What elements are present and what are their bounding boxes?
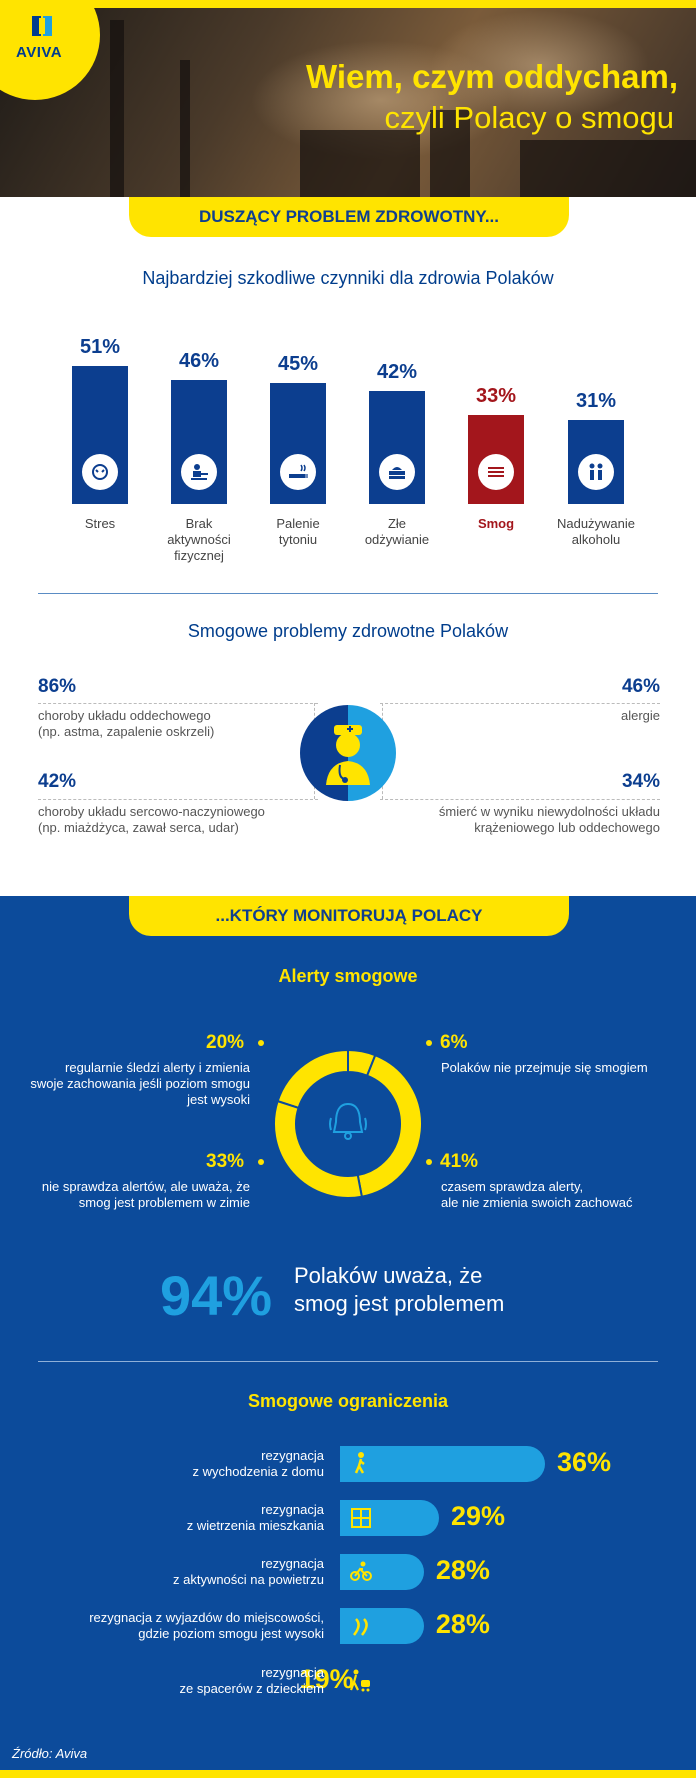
health-value: 86% [38, 676, 77, 697]
top-accent-bar [0, 0, 696, 8]
big-stat-label: Polaków uważa, że smog jest problemem [294, 1263, 505, 1316]
road-trip-icon [348, 1613, 374, 1639]
bar-category-label: Brak aktywności fizycznej [167, 516, 231, 563]
restriction-value: 29% [451, 1501, 506, 1531]
doctor-icon [300, 705, 396, 801]
smoke-cloud [430, 10, 650, 120]
desk-sitting-icon [181, 454, 217, 490]
bar-value-label: 46% [178, 349, 220, 372]
cigarette-icon [280, 454, 316, 490]
health-value: 46% [621, 676, 660, 697]
bar-value-label: 33% [475, 384, 517, 407]
aviva-logo-icon [32, 16, 52, 36]
source-note: Źródło: Aviva [12, 1746, 88, 1761]
divider [38, 593, 658, 594]
restriction-label: rezygnacja z wychodzenia z domu [192, 1448, 324, 1479]
restriction-value: 36% [557, 1447, 612, 1477]
tree-silhouette [110, 20, 124, 197]
chimney-silhouette [430, 110, 470, 197]
health-value: 42% [38, 771, 77, 792]
alerts-donut-chart [273, 1048, 423, 1199]
pointer-dot [258, 1159, 264, 1165]
restriction-label: rezygnacja z wyjazdów do miejscowości, gd… [89, 1610, 324, 1641]
bicycle-icon [348, 1559, 374, 1585]
pointer-dot [258, 1040, 264, 1046]
restriction-value: 19% [299, 1664, 354, 1694]
monitoring-section [0, 896, 696, 1778]
chart-title: Najbardziej szkodliwe czynniki dla zdrow… [142, 268, 554, 288]
alert-value: 20% [206, 1032, 245, 1053]
alert-label: regularnie śledzi alerty i zmienia swoje … [30, 1060, 250, 1107]
alert-value: 33% [206, 1151, 245, 1172]
tree-silhouette [180, 60, 190, 197]
alerts-title: Alerty smogowe [278, 966, 418, 986]
big-stat-value: 94% [160, 1264, 273, 1327]
window-icon [348, 1505, 374, 1531]
bar-value-label: 45% [277, 352, 319, 375]
pointer-dot [426, 1159, 432, 1165]
building-silhouette [520, 140, 696, 197]
bar-value-label: 42% [376, 360, 418, 383]
head-stress-icon [82, 454, 118, 490]
restriction-bar-fill [340, 1608, 424, 1644]
bar-category-label: Stres [84, 516, 116, 531]
health-label: śmierć w wyniku niewydolności układu krąż… [438, 804, 660, 835]
donut-segment [273, 1099, 364, 1199]
bar-category-label: Złe odżywianie [364, 516, 430, 547]
restriction-bar-fill [340, 1446, 545, 1482]
drinking-people-icon [578, 454, 614, 490]
restrictions-title: Smogowe ograniczenia [247, 1391, 449, 1411]
dashed-line [38, 703, 318, 704]
fast-food-icon [379, 454, 415, 490]
restriction-label: rezygnacja z wietrzenia mieszkania [186, 1502, 324, 1533]
bar-category-label: Palenie tytoniu [276, 516, 320, 547]
restriction-label: rezygnacja z aktywności na powietrzu [172, 1556, 324, 1587]
bar-category-label: Smog [477, 516, 515, 531]
bar-value-label: 31% [575, 390, 617, 413]
alert-value: 6% [440, 1032, 468, 1053]
logo-text: AVIVA [16, 44, 63, 61]
stroller-icon [348, 1668, 374, 1694]
alert-label: Polaków nie przejmuje się smogiem [441, 1060, 648, 1075]
pointer-dot [426, 1040, 432, 1046]
section-banner-health: DUSZĄCY PROBLEM ZDROWOTNY... [129, 197, 569, 237]
health-label: choroby układu oddechowego (np. astma, za… [38, 708, 215, 739]
walking-icon [348, 1451, 374, 1477]
bottom-accent-bar [0, 1770, 696, 1778]
hero-banner: AVIVA Wiem, czym oddycham, czyli Polacy … [0, 0, 696, 197]
restriction-label: rezygnacja ze spacerów z dzieckiem [179, 1665, 325, 1696]
restriction-value: 28% [435, 1609, 490, 1639]
alert-label: nie sprawdza alertów, ale uważa, że smog … [41, 1179, 250, 1210]
page-title: Wiem, czym oddycham, [306, 58, 678, 95]
dashed-line [380, 799, 660, 800]
restriction-value: 28% [435, 1555, 490, 1585]
health-label: choroby układu sercowo-naczyniowego (np. … [38, 804, 265, 835]
smog-icon [478, 454, 514, 490]
health-value: 34% [621, 771, 660, 792]
health-title: Smogowe problemy zdrowotne Polaków [187, 621, 509, 641]
building-silhouette [300, 130, 420, 197]
bar-category-label: Nadużywanie alkoholu [556, 516, 636, 547]
health-label: alergie [620, 708, 660, 723]
alert-value: 41% [440, 1151, 479, 1172]
divider [38, 1361, 658, 1362]
section-banner-monitoring: ...KTÓRY MONITORUJĄ POLACY [129, 896, 569, 936]
page-subtitle: czyli Polacy o smogu [384, 100, 674, 135]
dashed-line [38, 799, 318, 800]
bar-value-label: 51% [79, 336, 121, 359]
bell-icon [329, 1102, 367, 1140]
dashed-line [380, 703, 660, 704]
alert-label: czasem sprawdza alerty, ale nie zmienia s… [441, 1179, 633, 1210]
